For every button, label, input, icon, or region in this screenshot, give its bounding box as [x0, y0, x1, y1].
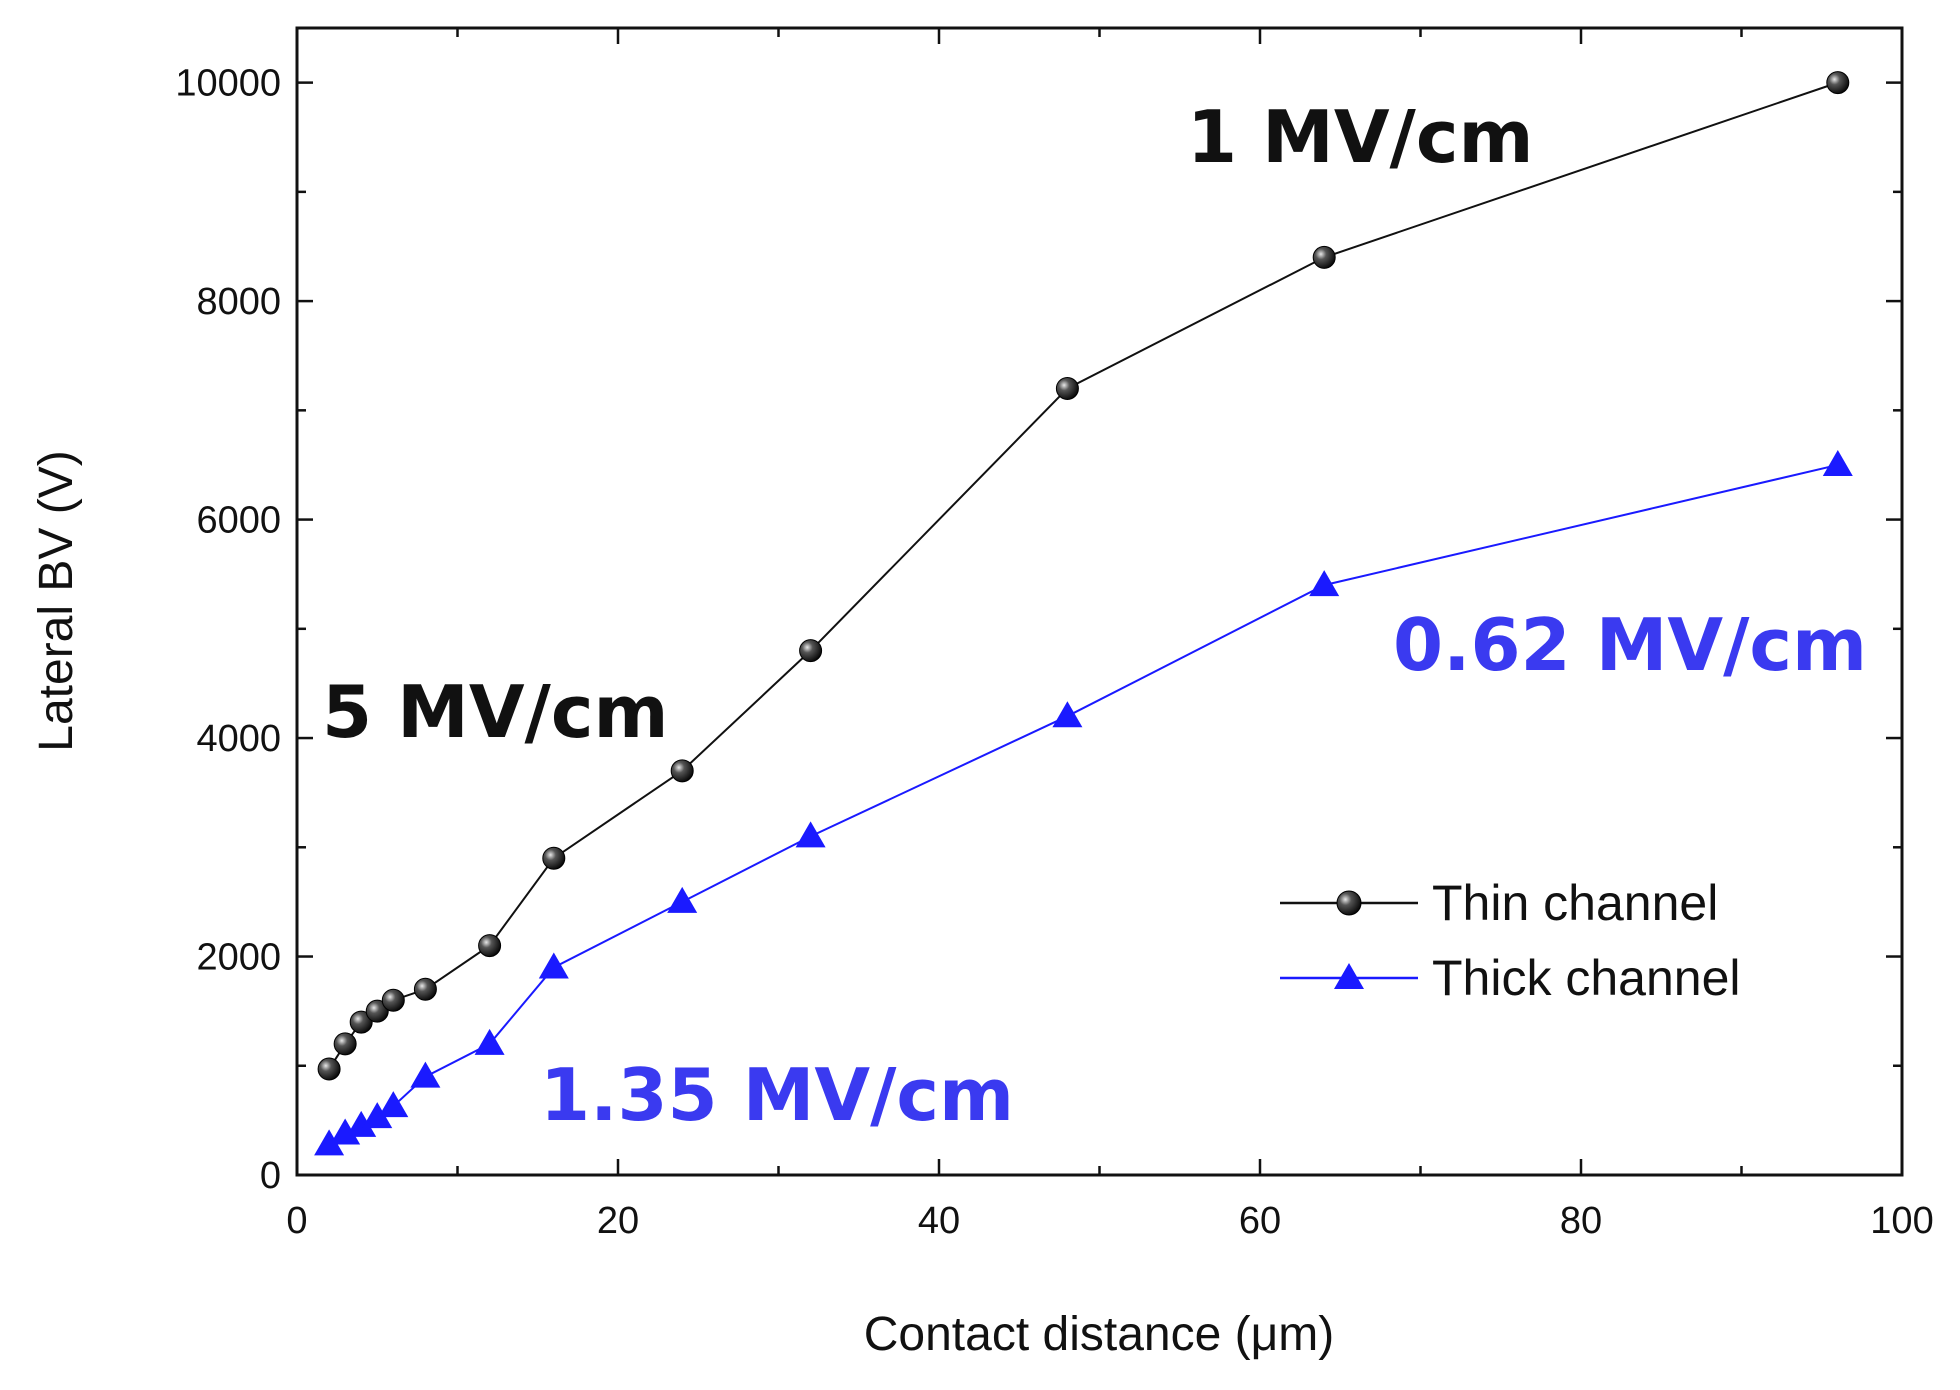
data-point-thin [413, 977, 437, 1001]
data-point-thin [349, 1010, 373, 1034]
data-point-thin [1312, 245, 1336, 269]
y-tick-label: 0 [260, 1155, 281, 1197]
legend-marker-thick [1334, 963, 1364, 989]
x-tick-label: 100 [1870, 1200, 1933, 1242]
data-point-thick [795, 821, 826, 848]
axis-ticks [295, 28, 1904, 1177]
data-point-thick [667, 886, 698, 913]
data-point-thick [1052, 701, 1083, 728]
data-point-thick [410, 1061, 441, 1088]
data-point-thick [1309, 570, 1340, 597]
data-point-thick [538, 952, 569, 979]
legend-label-thin: Thin channel [1432, 875, 1718, 931]
data-point-thin [542, 846, 566, 870]
y-tick-label: 4000 [196, 718, 281, 760]
x-tick-labels: 0 20 40 60 80 100 [286, 1200, 1933, 1242]
data-point-thick [330, 1118, 361, 1145]
y-tick-label: 8000 [196, 281, 281, 323]
annotation-0-62-mv-cm: 0.62 MV/cm [1393, 603, 1867, 687]
x-axis-title: Contact distance (μm) [864, 1308, 1334, 1361]
series-thin-channel [317, 71, 1850, 1081]
y-tick-label: 6000 [196, 500, 281, 542]
legend-label-thick: Thick channel [1432, 950, 1741, 1006]
data-point-thin [317, 1057, 341, 1081]
y-tick-label: 2000 [196, 937, 281, 979]
legend: Thin channel Thick channel [1280, 875, 1741, 1006]
x-tick-label: 40 [918, 1200, 960, 1242]
x-tick-label: 80 [1560, 1200, 1602, 1242]
data-point-thick [378, 1091, 409, 1118]
data-point-thick [362, 1102, 393, 1129]
data-point-thick [314, 1129, 345, 1156]
legend-marker-thin [1336, 890, 1362, 916]
x-tick-label: 20 [597, 1200, 639, 1242]
annotation-1-35-mv-cm: 1.35 MV/cm [540, 1053, 1014, 1137]
data-point-thin [670, 759, 694, 783]
data-point-thin [799, 639, 823, 663]
data-point-thick [1822, 449, 1853, 476]
y-axis-title: Lateral BV (V) [30, 450, 83, 751]
data-point-thin [1826, 71, 1850, 95]
data-point-thin [1055, 376, 1079, 400]
x-tick-label: 60 [1239, 1200, 1281, 1242]
annotation-1-mv-cm: 1 MV/cm [1187, 95, 1534, 179]
annotation-5-mv-cm: 5 MV/cm [322, 670, 669, 754]
data-point-thick [346, 1110, 377, 1137]
data-point-thin [381, 988, 405, 1012]
data-point-thin [478, 934, 502, 958]
data-point-thick [474, 1028, 505, 1055]
data-point-thin [365, 999, 389, 1023]
x-tick-label: 0 [286, 1200, 307, 1242]
y-tick-label: 10000 [175, 63, 281, 105]
series-thick-channel [314, 449, 1853, 1156]
data-point-thin [333, 1032, 357, 1056]
series-line [328, 463, 1839, 1146]
y-tick-labels: 0 2000 4000 6000 8000 10000 [175, 63, 281, 1197]
